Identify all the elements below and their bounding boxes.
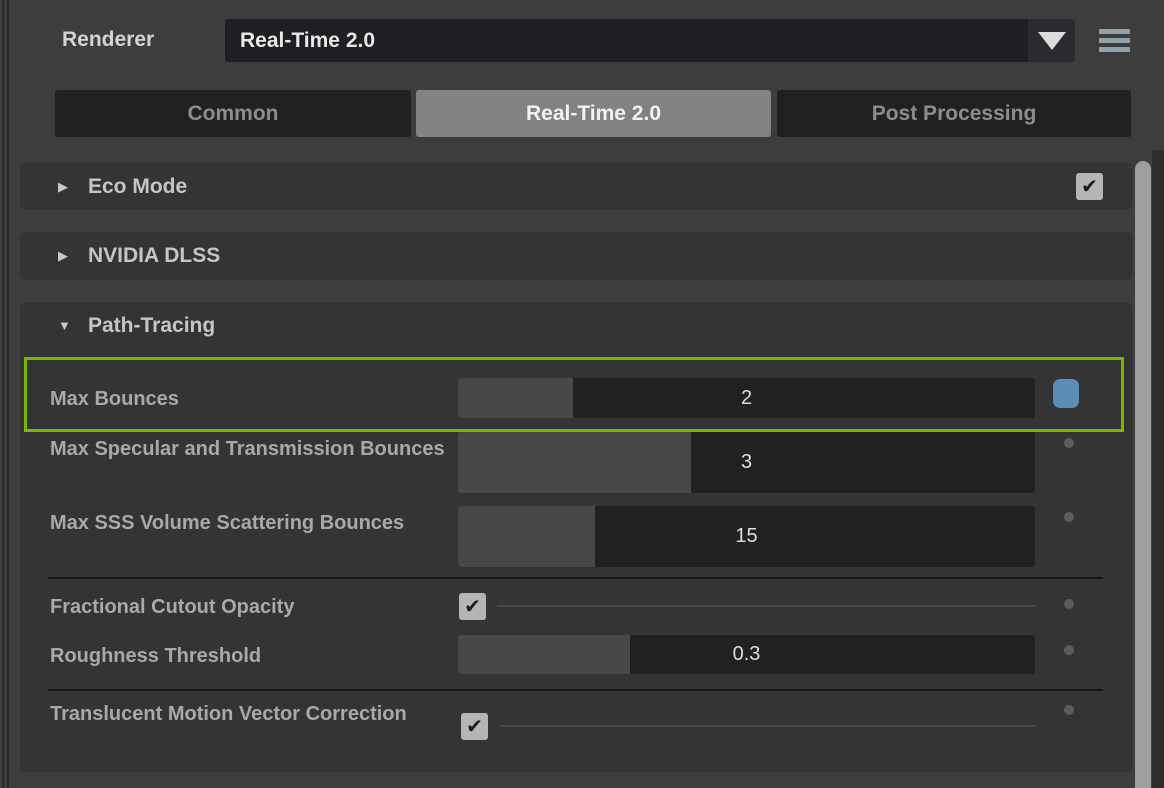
hamburger-menu-icon [1099, 29, 1130, 34]
collapse-arrow-icon[interactable]: ▼ [58, 318, 71, 333]
settings-menu-button[interactable] [1099, 29, 1130, 56]
default-value-dot [1064, 645, 1074, 655]
roughness-threshold-label: Roughness Threshold [50, 645, 262, 667]
fractional-cutout-checkbox[interactable]: ✔ [459, 593, 486, 620]
tab-common[interactable]: Common [55, 90, 411, 137]
renderer-label: Renderer [62, 28, 155, 51]
bool-row-line [500, 725, 1036, 727]
default-value-dot [1064, 512, 1074, 522]
roughness-threshold-slider[interactable]: 0.3 [458, 635, 1035, 674]
roughness-threshold-value: 0.3 [732, 643, 761, 665]
check-icon: ✔ [464, 596, 481, 618]
check-icon: ✔ [466, 716, 483, 738]
tab-post-processing[interactable]: Post Processing [777, 90, 1131, 137]
section-nvidia-dlss[interactable]: ▶ NVIDIA DLSS [20, 232, 1132, 280]
default-value-dot [1064, 599, 1074, 609]
default-value-dot [1064, 438, 1074, 448]
divider [48, 577, 1103, 579]
modified-value-indicator[interactable] [1053, 379, 1079, 408]
translucent-mvc-checkbox[interactable]: ✔ [461, 713, 488, 740]
splitter-line[interactable] [7, 0, 9, 788]
max-bounces-label: Max Bounces [50, 388, 179, 410]
slider-fill [458, 635, 630, 674]
collapse-arrow-icon[interactable]: ▶ [58, 179, 68, 194]
max-bounces-slider[interactable]: 2 [458, 378, 1035, 418]
section-title: NVIDIA DLSS [88, 244, 221, 267]
max-sss-label: Max SSS Volume Scattering Bounces [50, 512, 405, 534]
max-specular-slider[interactable]: 3 [458, 432, 1035, 493]
divider [48, 689, 1103, 691]
scrollbar-track-edge [1152, 150, 1164, 788]
section-title: Path-Tracing [88, 314, 216, 337]
section-eco-mode[interactable]: ▶ Eco Mode [20, 163, 1132, 210]
scrollbar-thumb[interactable] [1135, 161, 1151, 788]
chevron-down-icon [1037, 31, 1066, 50]
check-icon: ✔ [1081, 176, 1098, 198]
eco-mode-checkbox[interactable]: ✔ [1076, 173, 1103, 200]
default-value-dot [1064, 705, 1074, 715]
hamburger-menu-icon [1099, 38, 1130, 43]
max-specular-label: Max Specular and Transmission Bounces [50, 438, 445, 460]
tab-real-time-2-0[interactable]: Real-Time 2.0 [416, 90, 771, 137]
collapse-arrow-icon[interactable]: ▶ [58, 248, 68, 263]
max-specular-value: 3 [740, 451, 753, 473]
section-title: Eco Mode [88, 175, 188, 198]
slider-fill [458, 378, 573, 418]
hamburger-menu-icon [1099, 47, 1130, 52]
dropdown-arrow-button[interactable] [1028, 19, 1075, 62]
max-bounces-value: 2 [740, 386, 753, 409]
slider-fill [458, 506, 595, 567]
max-sss-slider[interactable]: 15 [458, 506, 1035, 567]
translucent-mvc-label: Translucent Motion Vector Correction [50, 703, 407, 725]
bool-row-line [497, 605, 1036, 607]
renderer-dropdown-value: Real-Time 2.0 [240, 29, 376, 52]
max-sss-value: 15 [735, 525, 758, 547]
fractional-cutout-label: Fractional Cutout Opacity [50, 596, 295, 618]
splitter-line[interactable] [2, 0, 4, 788]
slider-fill [458, 432, 691, 493]
renderer-dropdown[interactable]: Real-Time 2.0 [225, 19, 1075, 62]
